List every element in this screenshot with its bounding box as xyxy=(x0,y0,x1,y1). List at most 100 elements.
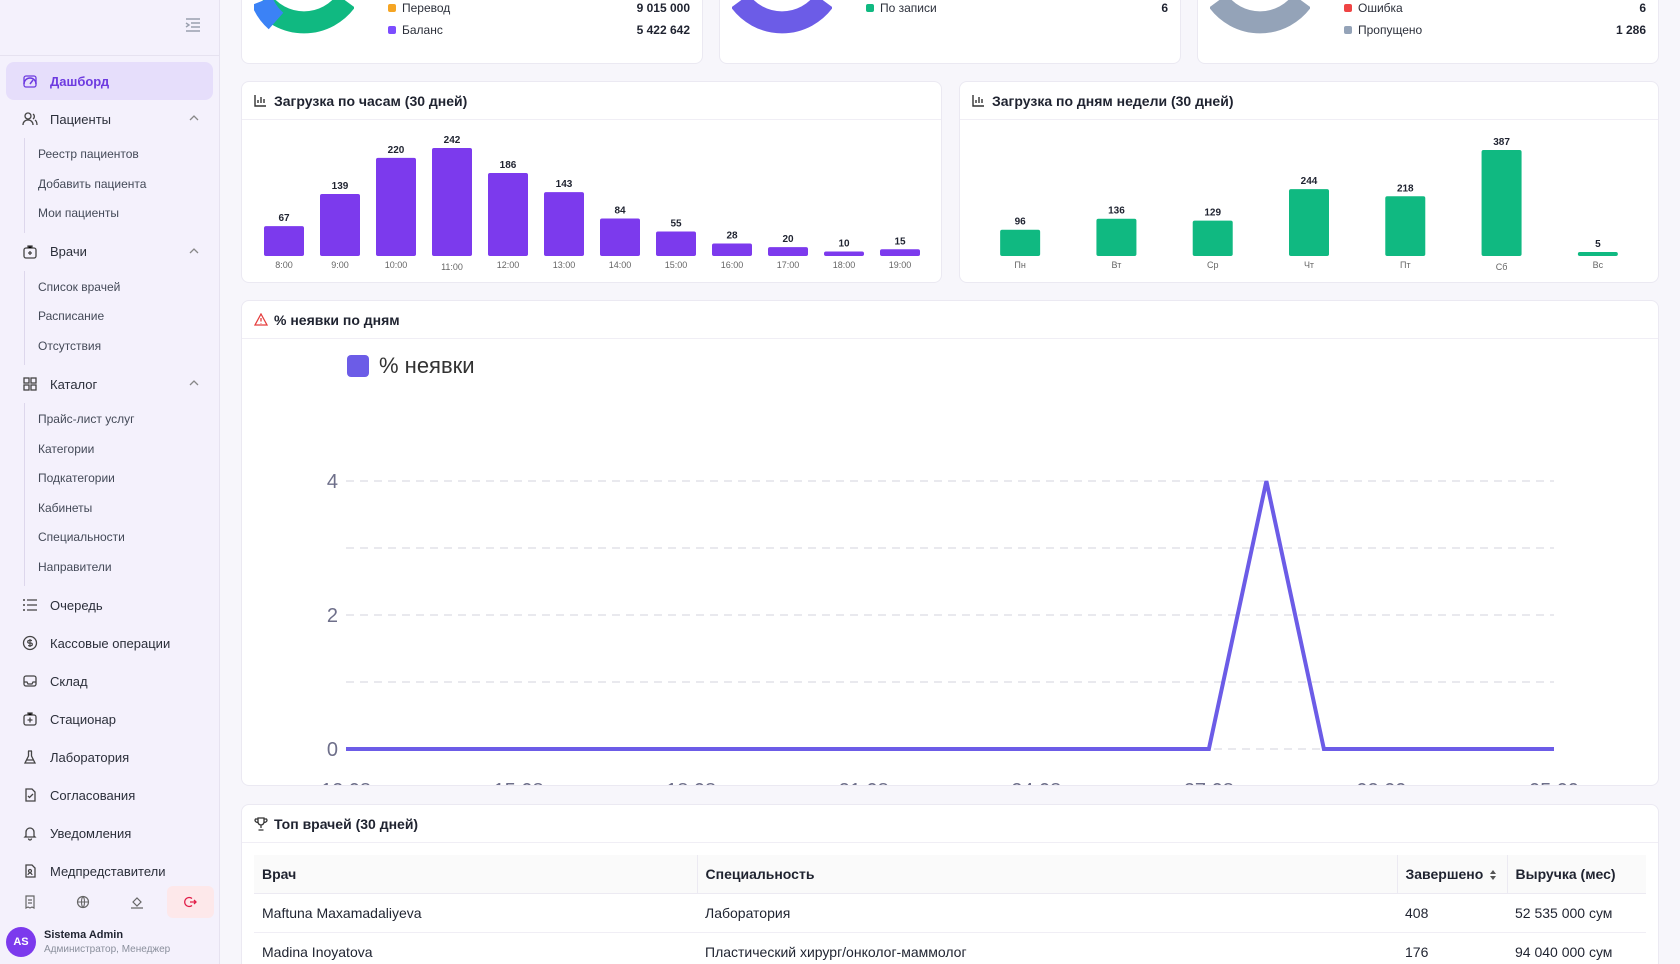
theme-button[interactable] xyxy=(113,886,161,918)
col-completed[interactable]: Завершено xyxy=(1396,855,1507,894)
sidebar-tools xyxy=(6,886,214,920)
bar xyxy=(1192,220,1233,256)
sidebar-header xyxy=(0,0,219,56)
bar xyxy=(824,251,864,256)
user-role: Администратор, Менеджер xyxy=(44,944,171,955)
legend-label: По записи xyxy=(880,1,937,15)
grid-icon xyxy=(22,376,38,392)
nav-dashboard-label: Дашборд xyxy=(50,73,110,89)
sub-my-patients[interactable]: Мои пациенты xyxy=(38,206,120,220)
col-specialty: Специальность xyxy=(696,855,1397,894)
nav-catalog[interactable]: Каталог xyxy=(6,365,213,403)
catalog-submenu: Прайс-лист услуг Категории Подкатегории … xyxy=(24,403,219,586)
legend-label: % неявки xyxy=(379,353,475,378)
nav-approvals[interactable]: Согласования xyxy=(6,776,213,814)
sub-schedule[interactable]: Расписание xyxy=(38,309,105,323)
nav-queue-label: Очередь xyxy=(50,597,103,613)
doctors-submenu: Список врачей Расписание Отсутствия xyxy=(24,270,219,365)
x-tick-label: 19:00 xyxy=(889,260,912,270)
cell-specialty: Пластический хирург/онколог-маммолог xyxy=(697,932,1397,964)
sub-categories[interactable]: Категории xyxy=(38,441,95,456)
x-tick-label: 27.08 xyxy=(1184,780,1234,785)
bar-value-label: 136 xyxy=(1108,206,1125,217)
logout-icon xyxy=(184,896,198,908)
x-tick-label: Пн xyxy=(1014,260,1025,270)
legend-missed: Пропущено xyxy=(1344,23,1422,37)
bar-value-label: 15 xyxy=(894,236,906,247)
bar xyxy=(1000,229,1041,256)
bar-value-label: 5 xyxy=(1595,239,1601,250)
sub-specialties[interactable]: Специальности xyxy=(38,530,125,544)
weekday-load-title-text: Загрузка по дням недели (30 дней) xyxy=(992,92,1234,109)
bar xyxy=(1481,150,1522,256)
nav-patients-label: Пациенты xyxy=(50,111,111,127)
nav-lab[interactable]: Лаборатория xyxy=(6,738,213,776)
dashboard-icon xyxy=(22,73,38,89)
bar-value-label: 55 xyxy=(670,218,682,229)
nav-queue[interactable]: Очередь xyxy=(6,586,213,624)
sub-rooms[interactable]: Кабинеты xyxy=(38,500,93,515)
nav-doctors-label: Врачи xyxy=(50,244,87,259)
bar-value-label: 220 xyxy=(388,145,405,156)
table-row[interactable]: Madina Inoyatova Пластический хирург/онк… xyxy=(254,932,1646,964)
x-tick-label: Вт xyxy=(1112,260,1122,270)
weekday-bar-chart: 96 Пн 136 Вт 129 Ср 244 Чт 218 Пт 387 Сб 5 Вс xyxy=(1000,137,1618,272)
hours-bar-chart: 67 8:00 139 9:00 220 10:00 242 11:00 186 12:00 143… xyxy=(264,135,920,272)
nav-dashboard[interactable]: Дашборд xyxy=(6,62,213,100)
table-row[interactable]: Maftuna Maxamadaliyeva Лаборатория 408 5… xyxy=(254,893,1646,933)
sub-doctors-list[interactable]: Список врачей xyxy=(38,279,121,294)
language-button[interactable] xyxy=(60,886,108,918)
x-tick-label: Вс xyxy=(1593,260,1604,270)
logout-button[interactable] xyxy=(166,886,214,918)
user-profile[interactable]: AS Sistema Admin Администратор, Менеджер xyxy=(6,926,170,958)
chevron-up-icon xyxy=(189,380,199,386)
x-tick-label: 8:00 xyxy=(275,260,293,270)
x-tick-label: 21.08 xyxy=(839,780,889,785)
receipt-button[interactable] xyxy=(6,886,54,918)
legend-dot xyxy=(388,26,396,34)
paint-bucket-icon xyxy=(130,897,143,909)
legend-label: Перевод xyxy=(402,1,451,15)
trophy-icon xyxy=(254,816,268,831)
sub-price-list[interactable]: Прайс-лист услуг xyxy=(38,412,135,426)
series-line xyxy=(346,480,1554,751)
sub-absences[interactable]: Отсутствия xyxy=(38,338,102,353)
bar-value-label: 10 xyxy=(838,239,850,250)
x-tick-label: 11:00 xyxy=(441,262,463,272)
receipt-icon xyxy=(25,895,35,909)
legend-label: Ошибка xyxy=(1358,1,1403,15)
bar xyxy=(1577,252,1618,256)
x-tick-label: 18:00 xyxy=(833,260,856,270)
weekday-load-title: Загрузка по дням недели (30 дней) xyxy=(960,82,1658,120)
nav-reps[interactable]: Медпредставители xyxy=(6,852,213,890)
nav-cash[interactable]: Кассовые операции xyxy=(6,624,213,662)
nav-hospital[interactable]: Стационар xyxy=(6,700,213,738)
sub-add-patient[interactable]: Добавить пациента xyxy=(38,176,147,191)
hospital-icon xyxy=(22,711,38,727)
nav-patients[interactable]: Пациенты xyxy=(6,100,213,138)
nav-notifications[interactable]: Уведомления xyxy=(6,814,213,852)
payment-methods-card: Перевод 9 015 000 Баланс 5 422 642 xyxy=(241,0,703,64)
bar xyxy=(1289,189,1329,256)
bar xyxy=(432,148,472,256)
table-header-row: Врач Специальность Завершено Выручка (ме… xyxy=(254,855,1646,894)
top-doctors-title-text: Топ врачей (30 дней) xyxy=(274,815,419,832)
collapse-sidebar-icon[interactable] xyxy=(185,18,201,32)
sub-referrers[interactable]: Направители xyxy=(38,559,112,574)
legend-by-appointment-value: 6 xyxy=(1161,1,1168,15)
legend-dot xyxy=(866,4,874,12)
bar xyxy=(768,247,808,256)
nav-doctors[interactable]: Врачи xyxy=(6,233,213,271)
bar-value-label: 20 xyxy=(782,234,794,245)
top-doctors-table: Врач Специальность Завершено Выручка (ме… xyxy=(254,855,1646,964)
booking-sources-card: По записи 6 xyxy=(719,0,1181,64)
sub-subcategories[interactable]: Подкатегории xyxy=(38,471,115,485)
x-tick-label: 16:00 xyxy=(721,260,744,270)
sub-patients-registry[interactable]: Реестр пациентов xyxy=(38,147,139,161)
nav-warehouse[interactable]: Склад xyxy=(6,662,213,700)
sort-icon[interactable] xyxy=(1489,869,1497,881)
cell-completed: 408 xyxy=(1397,893,1507,933)
x-tick-label: Чт xyxy=(1304,260,1314,270)
medical-bag-icon xyxy=(22,244,38,260)
bar xyxy=(544,192,584,256)
